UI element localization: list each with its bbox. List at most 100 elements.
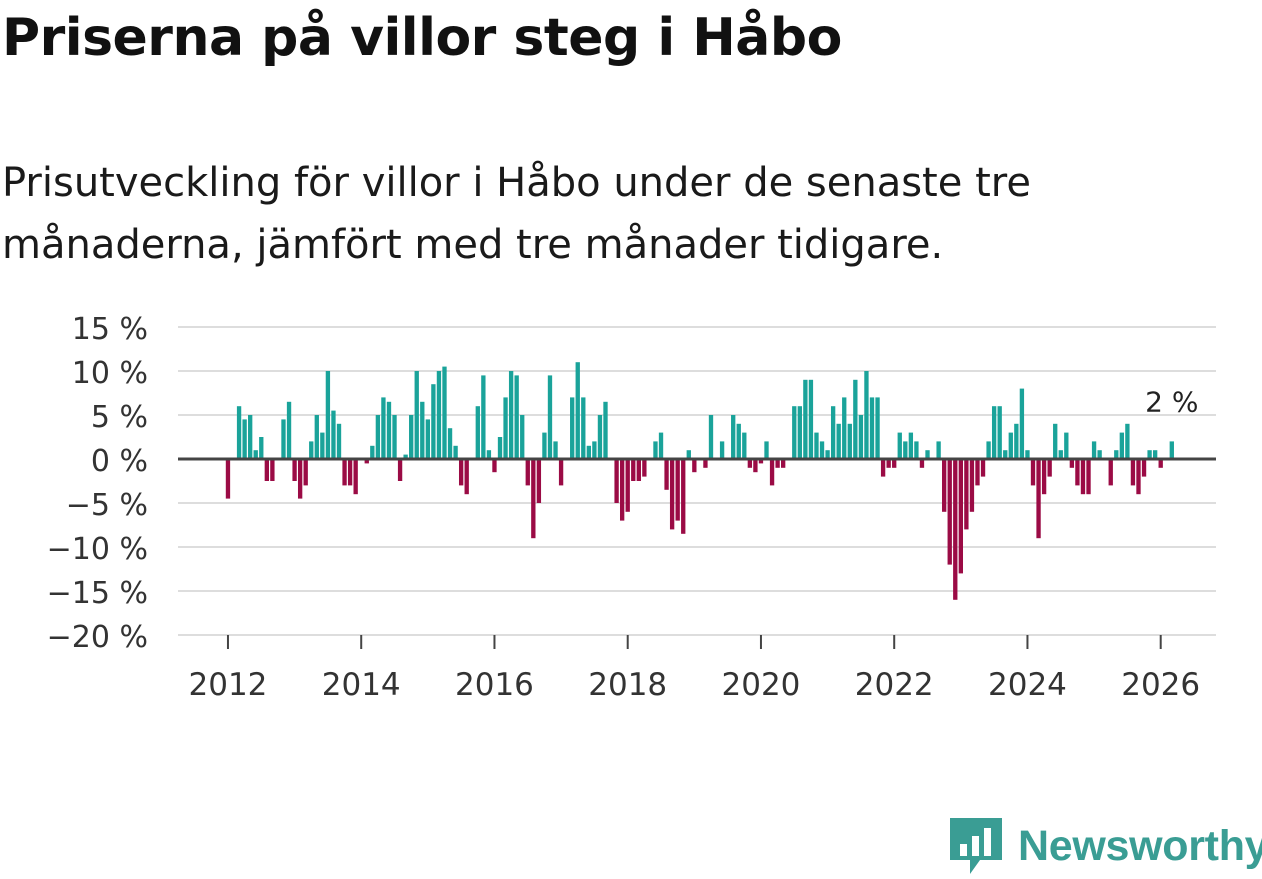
bar — [570, 397, 575, 459]
bar — [453, 445, 458, 459]
bar — [364, 459, 369, 464]
brand-name: Newsworthy — [1018, 821, 1262, 870]
bar — [1025, 450, 1030, 459]
bar — [919, 459, 925, 468]
bar — [597, 415, 603, 459]
bar — [553, 441, 558, 459]
bar — [703, 459, 708, 468]
newsworthy-logo: Newsworthy — [950, 818, 1262, 874]
bar — [775, 459, 780, 468]
bar — [681, 459, 686, 534]
bar — [792, 406, 797, 459]
bar — [819, 441, 825, 459]
bar — [642, 459, 647, 477]
bar — [1036, 459, 1041, 539]
bar — [581, 397, 586, 459]
bar — [325, 371, 331, 459]
bar — [636, 459, 641, 481]
bar — [991, 406, 997, 459]
bar — [1014, 423, 1019, 459]
x-tick-label: 2026 — [1121, 667, 1200, 703]
bar — [936, 441, 941, 459]
bar — [331, 410, 336, 459]
bar — [314, 415, 319, 459]
bar — [769, 459, 775, 486]
bar — [953, 459, 958, 600]
bar — [736, 423, 741, 459]
x-tick-label: 2024 — [988, 667, 1067, 703]
bar — [908, 432, 914, 459]
bar — [542, 432, 547, 459]
bar — [347, 459, 353, 486]
bar — [547, 375, 553, 459]
bar — [481, 375, 486, 459]
bar — [1075, 459, 1080, 486]
bar — [242, 419, 247, 459]
bar — [1141, 459, 1147, 477]
bar — [669, 459, 675, 530]
bar — [980, 459, 986, 477]
bar — [808, 379, 814, 459]
bar — [864, 371, 869, 459]
bar — [508, 371, 514, 459]
bar — [758, 459, 764, 464]
x-tick-label: 2014 — [322, 667, 401, 703]
bar — [397, 459, 403, 481]
bar — [309, 441, 314, 459]
bar — [336, 423, 342, 459]
x-tick-label: 2022 — [855, 667, 934, 703]
bar — [947, 459, 952, 565]
bar — [886, 459, 891, 468]
bar — [836, 423, 841, 459]
bar — [830, 406, 836, 459]
chart-title: Priserna på villor steg i Håbo — [2, 8, 842, 68]
bar — [825, 450, 830, 459]
bar — [586, 445, 592, 459]
y-tick-label: 15 % — [72, 312, 148, 347]
bar — [464, 459, 469, 495]
bar — [286, 401, 292, 459]
bar — [719, 441, 725, 459]
bar — [892, 459, 897, 468]
bar — [1030, 459, 1036, 486]
bar — [803, 379, 808, 459]
bar — [1108, 459, 1113, 486]
bar — [370, 445, 375, 459]
bar — [1125, 423, 1130, 459]
bars — [225, 362, 1174, 600]
bar — [847, 423, 852, 459]
bar — [525, 459, 530, 486]
bar — [1152, 450, 1158, 459]
bar — [420, 401, 425, 459]
bar — [253, 450, 258, 459]
bar — [731, 415, 736, 459]
bar — [686, 450, 691, 459]
bar — [858, 415, 864, 459]
bar — [409, 415, 414, 459]
bar — [1086, 459, 1091, 495]
bar — [1114, 450, 1119, 459]
bar — [1130, 459, 1136, 486]
y-tick-label: 5 % — [91, 400, 148, 435]
bar — [631, 459, 636, 481]
bar — [925, 450, 930, 459]
bar — [797, 406, 802, 459]
y-axis-labels: 15 % 10 % 5 % 0 % −5 % −10 % −15 % −20 % — [47, 312, 148, 655]
bar — [1119, 432, 1125, 459]
bar-chart: 15 %10 %5 %0 %−5 %−10 %−15 %−20 % 2012 20… — [47, 312, 1216, 703]
bar — [431, 384, 436, 459]
bar — [897, 432, 902, 459]
bar — [1047, 459, 1052, 477]
bar — [592, 441, 597, 459]
bar — [1091, 441, 1097, 459]
x-tick-label: 2020 — [722, 667, 801, 703]
bar — [1136, 459, 1141, 495]
bar — [814, 432, 819, 459]
bar — [264, 459, 269, 481]
bar — [675, 459, 680, 521]
bar — [1041, 459, 1047, 495]
bar — [880, 459, 886, 477]
bar — [842, 397, 847, 459]
bar — [536, 459, 542, 503]
bar — [270, 459, 275, 481]
